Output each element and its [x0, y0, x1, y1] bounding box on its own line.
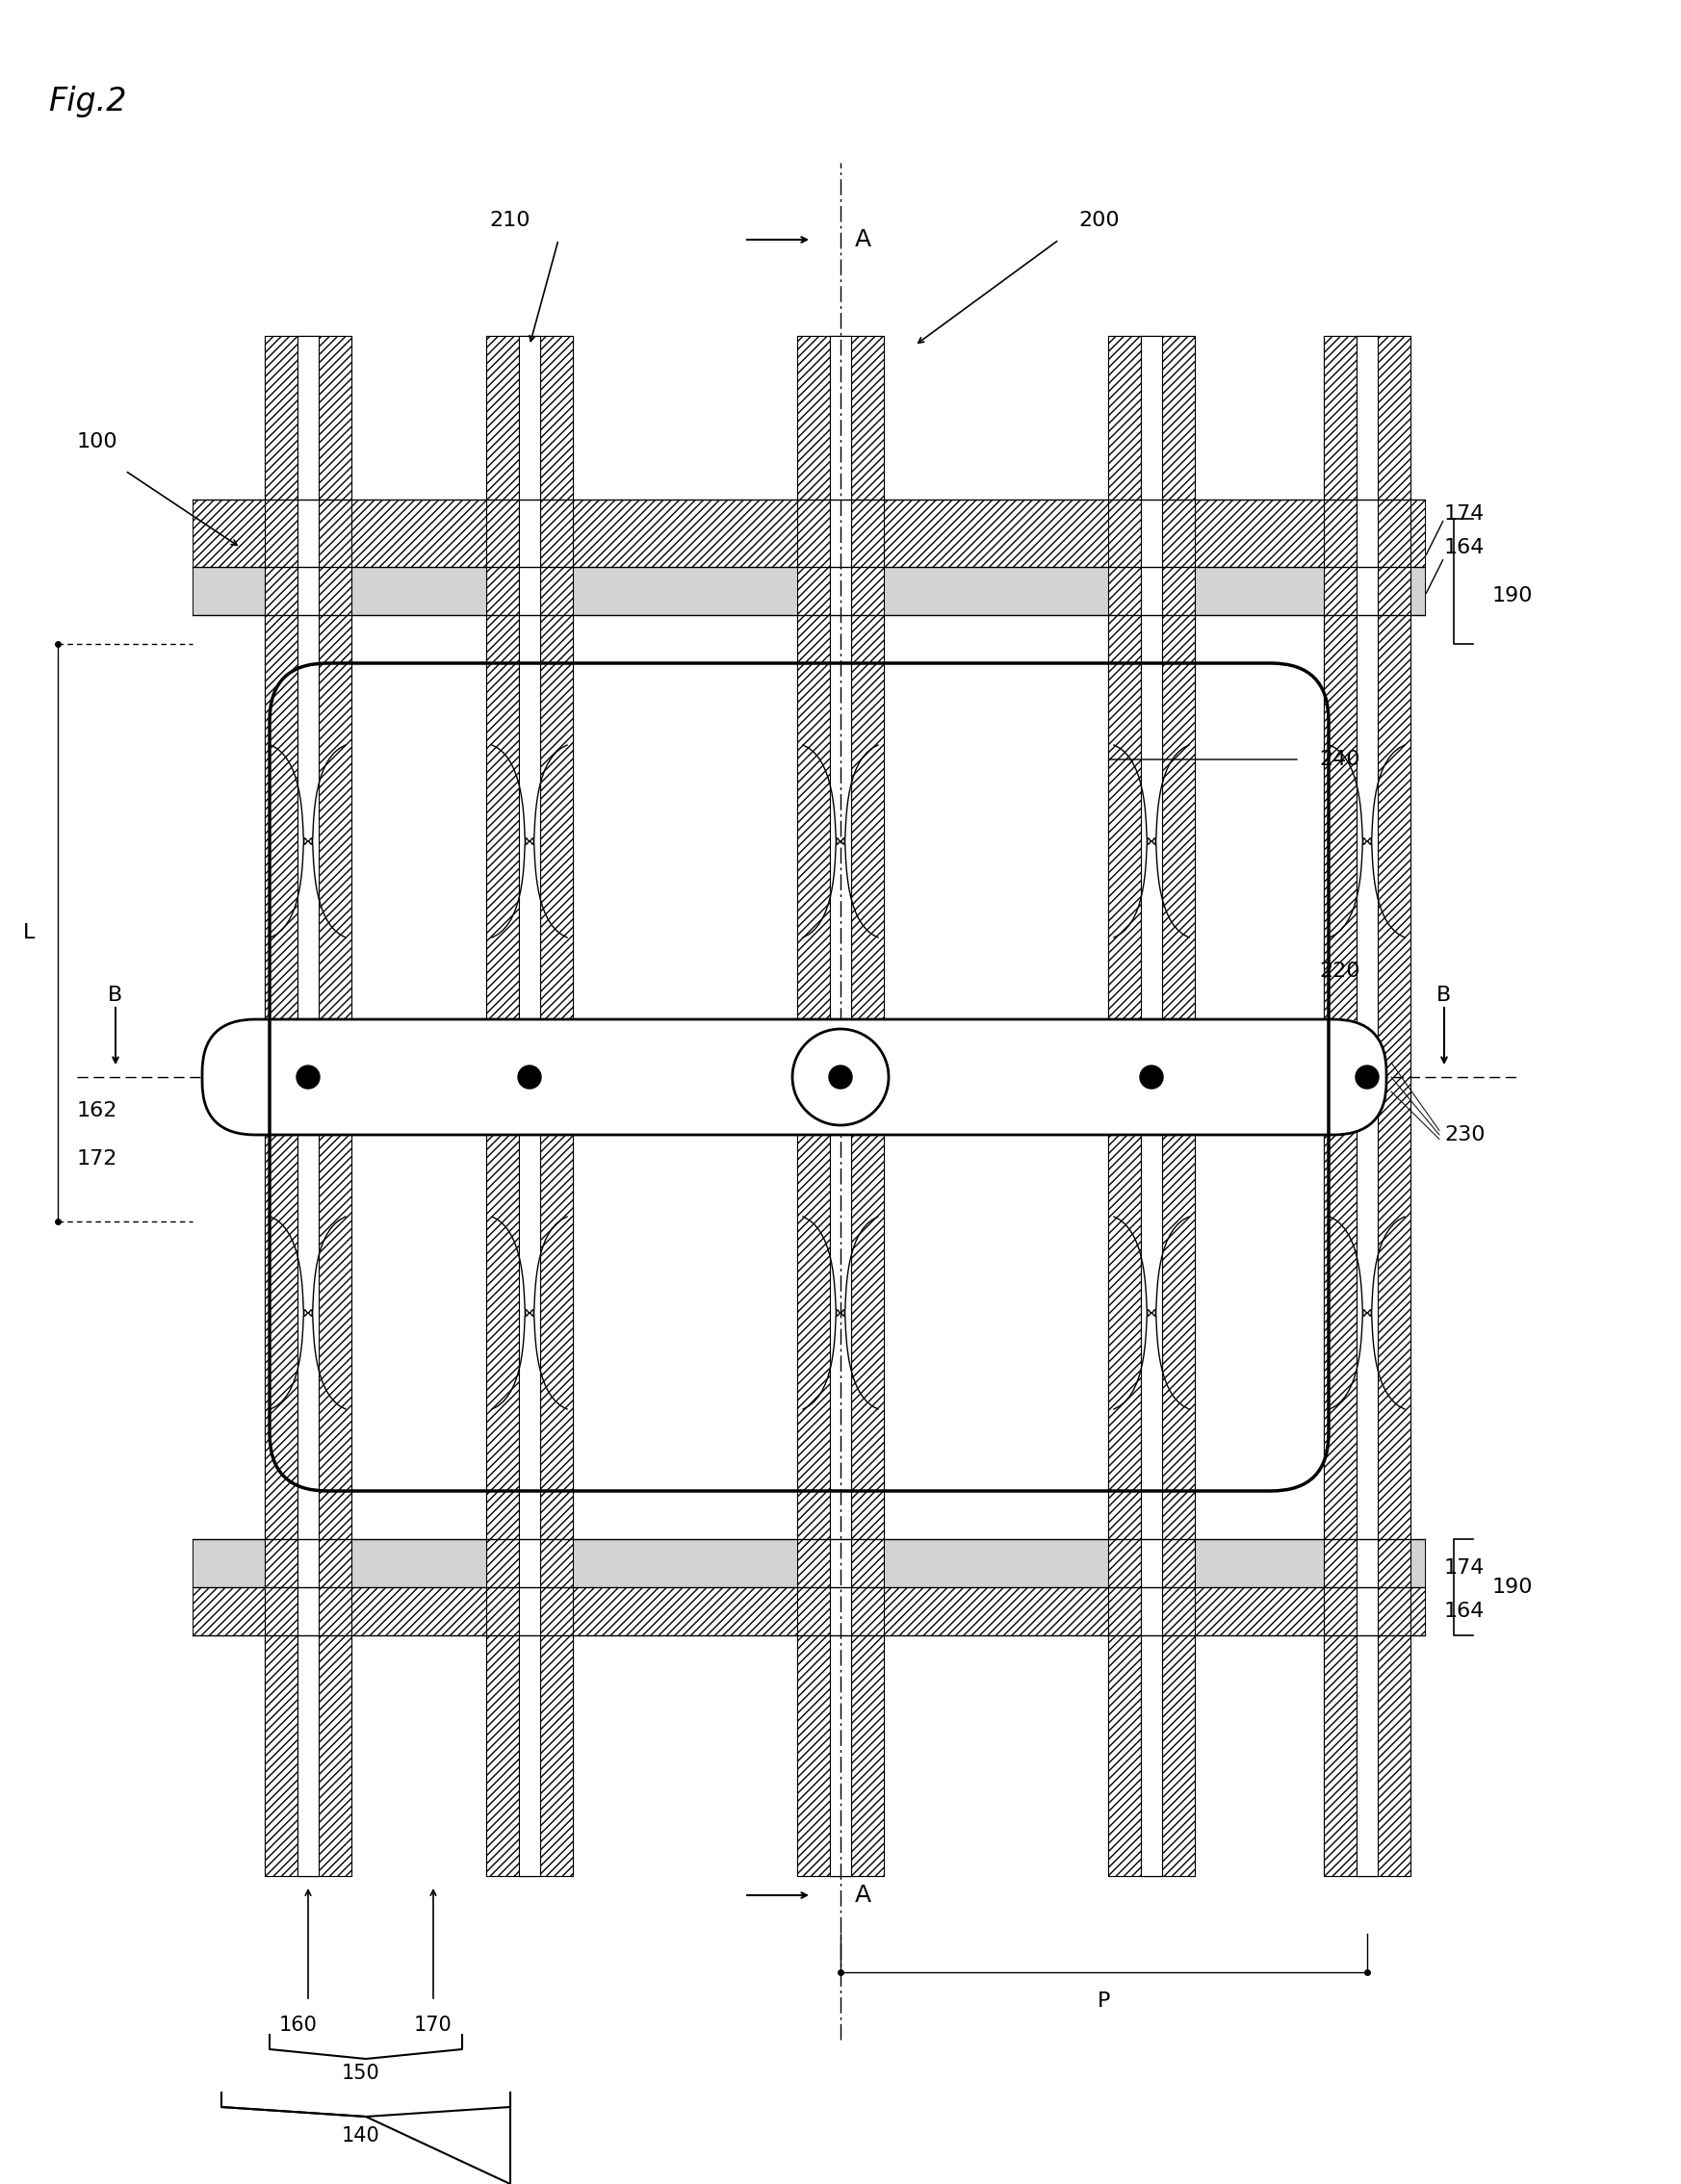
Text: 230: 230 — [1444, 1125, 1484, 1144]
Bar — [797, 336, 884, 1876]
Text: B: B — [1437, 985, 1451, 1005]
Bar — [1141, 336, 1162, 1876]
Bar — [830, 336, 851, 1876]
Text: 174: 174 — [1444, 1559, 1484, 1577]
Text: 220: 220 — [1320, 961, 1360, 981]
Text: B: B — [108, 985, 123, 1005]
Bar — [1325, 336, 1410, 1876]
Text: 210: 210 — [489, 212, 531, 229]
Circle shape — [829, 1066, 852, 1088]
Bar — [797, 336, 884, 1876]
Text: 100: 100 — [77, 432, 118, 452]
Bar — [486, 336, 573, 1876]
Bar — [298, 336, 319, 1876]
Text: A: A — [856, 1883, 871, 1907]
Text: Fig.2: Fig.2 — [49, 85, 126, 118]
Text: 164: 164 — [1444, 537, 1484, 557]
Bar — [266, 336, 351, 1876]
Circle shape — [792, 1029, 889, 1125]
Bar — [1108, 336, 1195, 1876]
Text: A: A — [856, 227, 871, 251]
Bar — [266, 336, 351, 1876]
Text: 162: 162 — [77, 1101, 118, 1120]
Text: P: P — [1098, 1992, 1109, 2011]
Bar — [519, 336, 540, 1876]
Text: 150: 150 — [341, 2064, 380, 2084]
Bar — [193, 1540, 1425, 1588]
Text: L: L — [24, 924, 35, 941]
FancyBboxPatch shape — [202, 1020, 1387, 1136]
Bar — [1108, 336, 1195, 1876]
Bar — [1357, 336, 1378, 1876]
Circle shape — [1140, 1066, 1163, 1088]
Circle shape — [518, 1066, 541, 1088]
Circle shape — [1355, 1066, 1378, 1088]
Text: 190: 190 — [1493, 585, 1533, 605]
Bar — [1357, 336, 1378, 1876]
Bar — [519, 336, 540, 1876]
Bar — [193, 500, 1425, 568]
Text: 160: 160 — [279, 2016, 318, 2035]
Bar — [486, 336, 573, 1876]
Text: 200: 200 — [1078, 212, 1120, 229]
Text: 240: 240 — [1320, 749, 1360, 769]
Bar — [1141, 336, 1162, 1876]
Circle shape — [296, 1066, 319, 1088]
Bar — [193, 1568, 1425, 1636]
Bar — [1325, 336, 1410, 1876]
Text: 190: 190 — [1493, 1577, 1533, 1597]
Text: 172: 172 — [77, 1149, 118, 1168]
Bar — [298, 336, 319, 1876]
Text: 140: 140 — [341, 2127, 380, 2145]
Text: 174: 174 — [1444, 505, 1484, 524]
Text: 170: 170 — [414, 2016, 452, 2035]
Text: 164: 164 — [1444, 1601, 1484, 1621]
Bar — [830, 336, 851, 1876]
Bar — [193, 568, 1425, 616]
